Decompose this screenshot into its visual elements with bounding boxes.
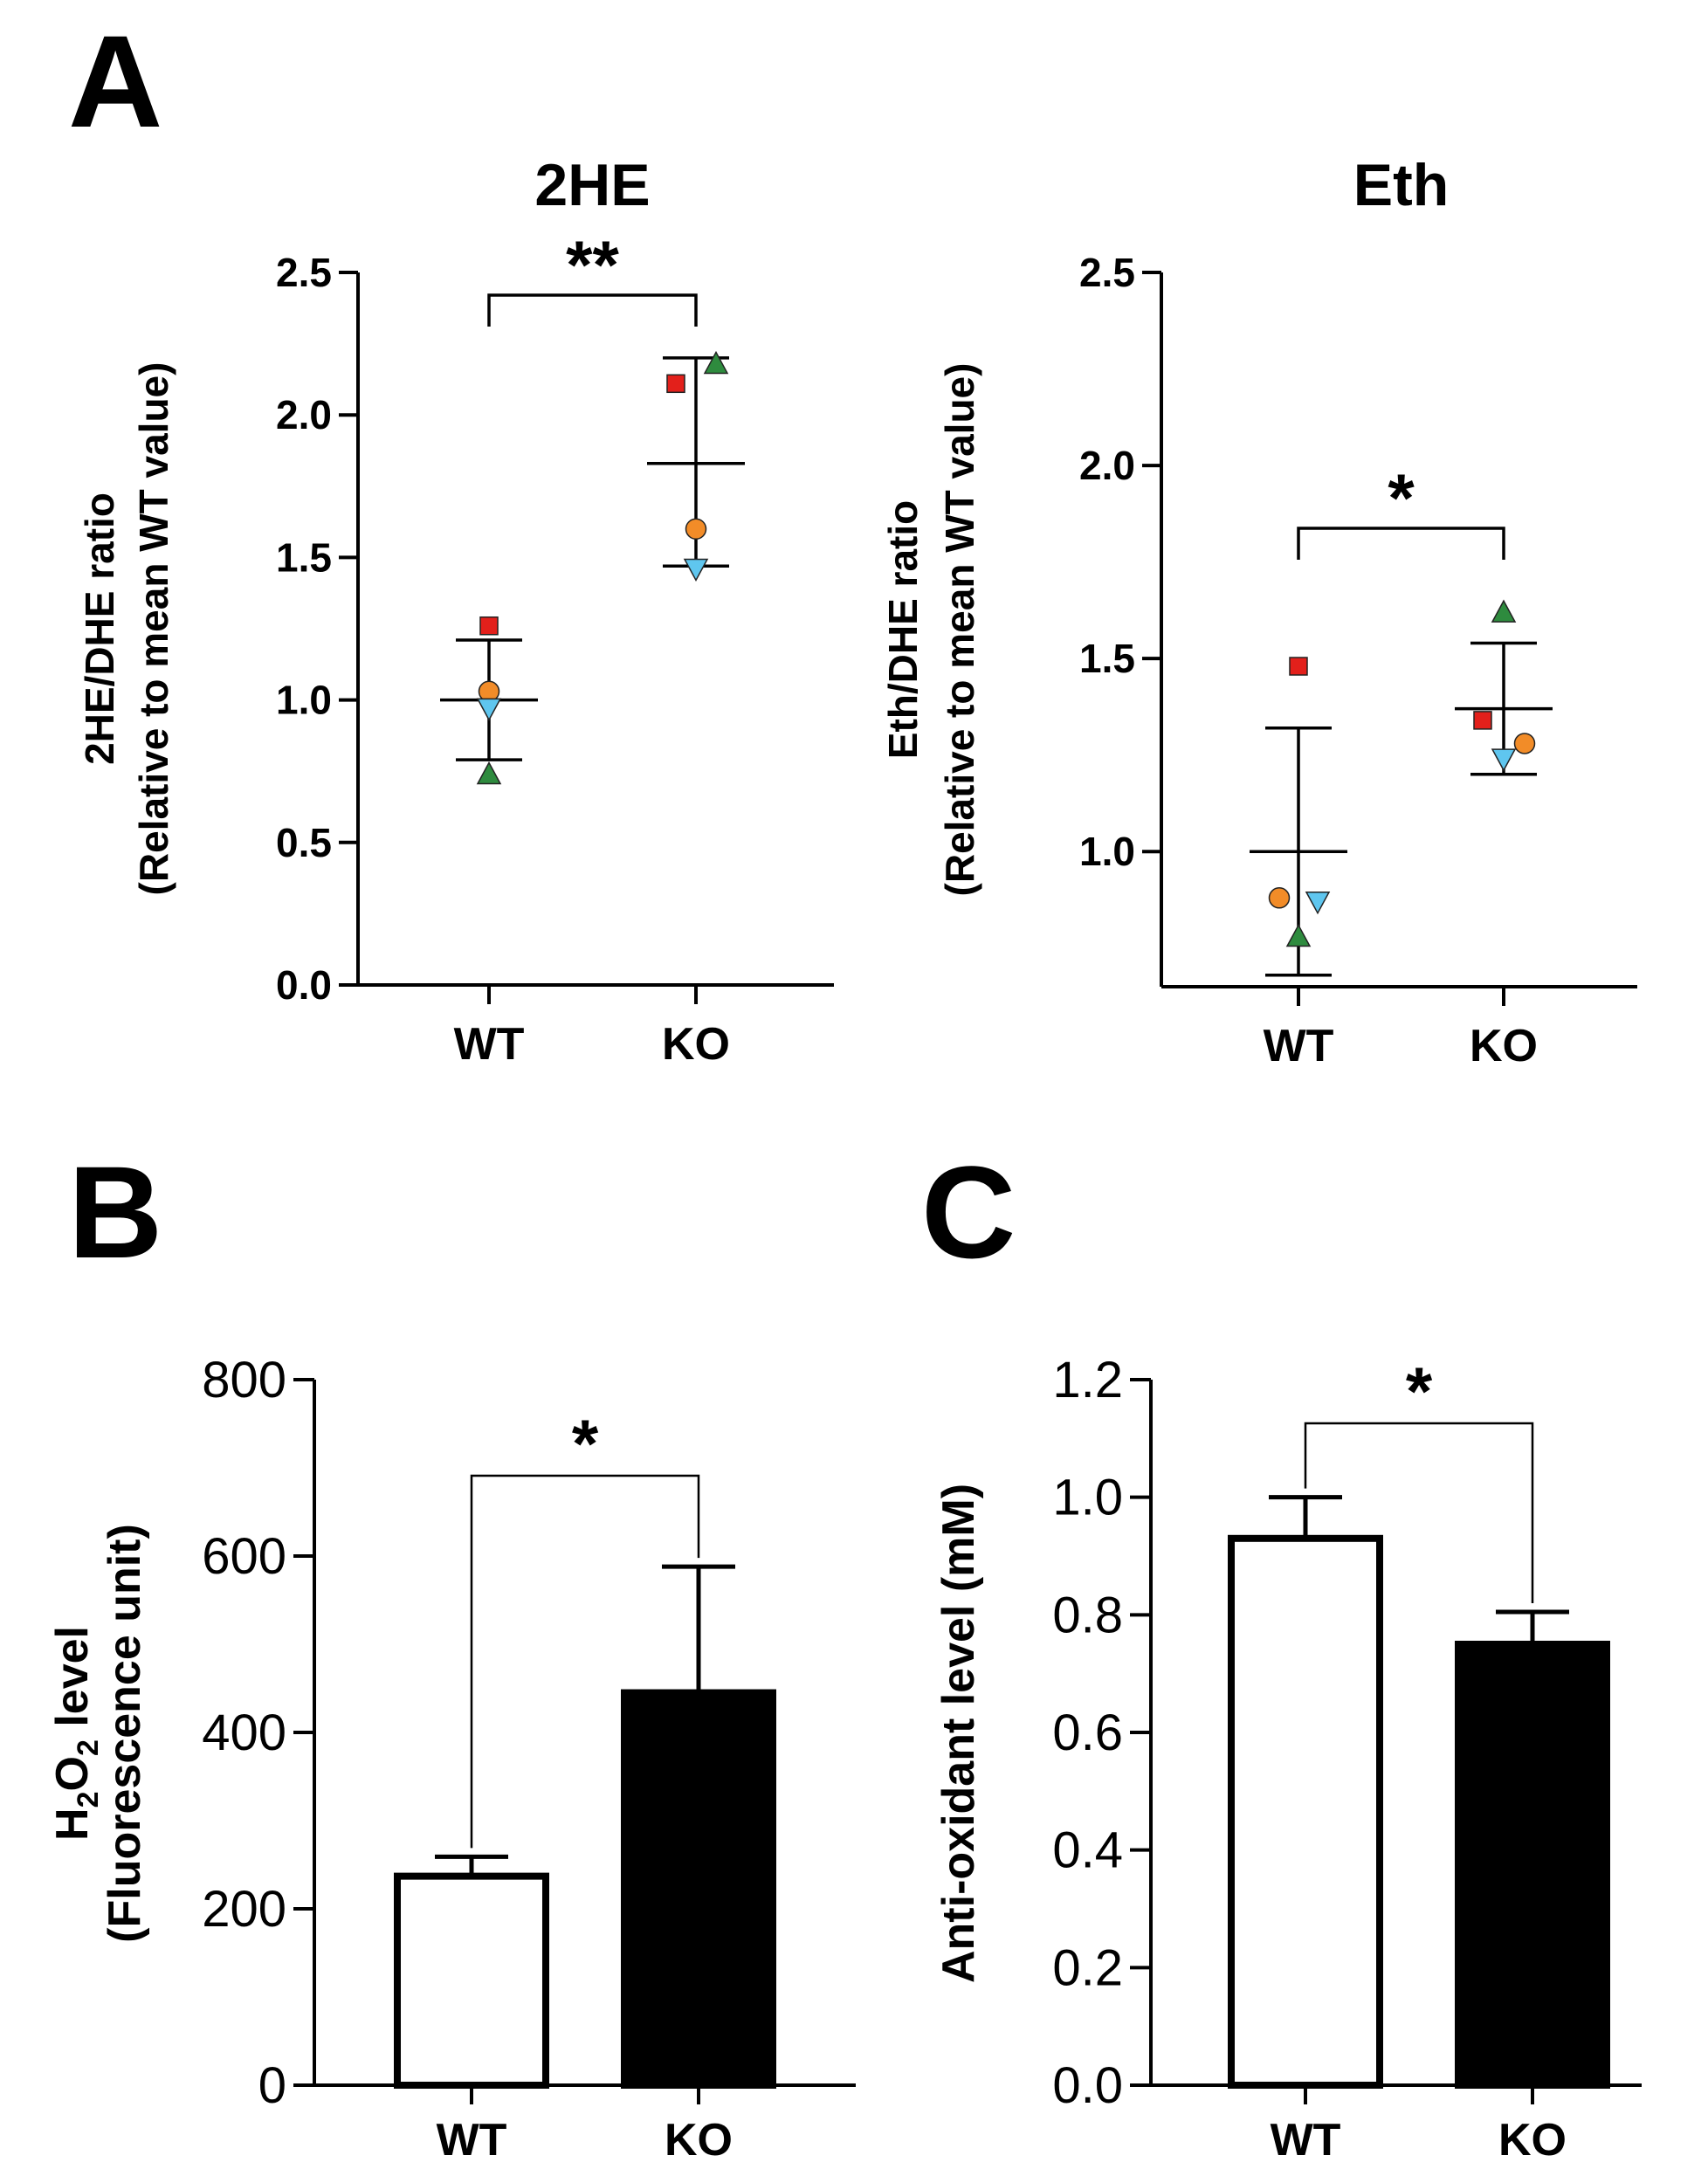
significance-bracket: [487, 293, 698, 327]
y-label-subscript: 2: [72, 1739, 105, 1756]
y-tick-label: 800: [202, 1352, 286, 1408]
data-point-wt-square: [479, 616, 499, 636]
x-category-label: KO: [1470, 1021, 1538, 1071]
x-category-label: WT: [1264, 1021, 1334, 1071]
significance-marker: **: [566, 226, 619, 303]
panel-letter-a: A: [68, 8, 162, 155]
data-point-ko-triangle-down: [1491, 748, 1517, 772]
significance-marker: *: [572, 1405, 599, 1482]
y-axis-label: Anti-oxidant level (mM): [933, 1484, 984, 1983]
chart-antioxidant-bar: 0.0 0.2 0.4 0.6 0.8 1.0 1.2 WT KO * Anti-oxidant l…: [933, 1352, 1642, 2166]
y-axis-label-line1: 2HE/DHE ratio: [77, 492, 122, 765]
panel-letter-b: B: [68, 1139, 162, 1285]
chart-title: 2HE: [534, 152, 650, 218]
y-tick-label: 2.0: [276, 392, 332, 437]
y-tick-label: 2.0: [1079, 443, 1135, 488]
x-category-label: WT: [454, 1019, 525, 1070]
significance-bracket: [470, 1474, 700, 1849]
significance-marker: *: [1406, 1353, 1433, 1429]
data-point-ko-circle: [685, 518, 707, 541]
y-tick-label: 1.5: [1079, 636, 1135, 681]
y-tick-label: 1.5: [276, 534, 332, 580]
y-tick-label: 0.2: [1052, 1939, 1123, 1996]
data-point-ko-triangle-up: [1491, 599, 1517, 623]
y-tick-label: 600: [202, 1528, 286, 1585]
y-axis-label-line1: H2O2 level: [47, 1626, 105, 1841]
chart-eth-scatter: Eth 1.0 1.5 2.0 2.5 WT KO Eth/DHE ratio (Relativ…: [880, 152, 1637, 1071]
x-category-label: KO: [1498, 2115, 1567, 2166]
data-point-ko-triangle-up: [703, 350, 729, 375]
data-point-wt-triangle-up: [476, 761, 502, 785]
x-category-label: WT: [437, 2115, 507, 2166]
y-tick-label: 200: [202, 1881, 286, 1938]
y-tick-label: 0.4: [1052, 1822, 1123, 1879]
data-point-ko-triangle-down: [683, 558, 709, 582]
y-label-text: H: [47, 1808, 98, 1841]
significance-bracket: [1297, 527, 1505, 560]
y-tick-label: 0.0: [276, 962, 332, 1008]
y-tick-label: 0.5: [276, 820, 332, 865]
significance-bracket: [1304, 1422, 1534, 1603]
y-axis-label-line2: (Relative to mean WT value): [937, 363, 982, 897]
panel-letter-c: C: [921, 1139, 1016, 1285]
y-tick-label: 1.2: [1052, 1352, 1123, 1408]
data-point-wt-circle: [1268, 887, 1291, 909]
data-point-wt-triangle-down: [476, 698, 502, 721]
y-tick-label: 1.0: [1079, 829, 1135, 874]
y-tick-label: 0.8: [1052, 1587, 1123, 1643]
x-category-label: KO: [662, 1019, 730, 1070]
data-point-wt-square: [1289, 657, 1308, 676]
data-point-wt-triangle-up: [1285, 923, 1312, 947]
x-category-label: KO: [665, 2115, 733, 2166]
y-axis-label-line2: (Fluorescence unit): [100, 1524, 150, 1943]
y-tick-label: 0.0: [1052, 2057, 1123, 2114]
y-label-subscript: 2: [72, 1792, 105, 1808]
chart-2he-scatter: 2HE 0.0 0.5 1.0 1.5 2.0 2.5 WT KO 2HE/DHE ratio (R…: [77, 152, 834, 1070]
y-tick-label: 0: [258, 2057, 286, 2114]
y-axis-label-line2: (Relative to mean WT value): [131, 362, 176, 896]
y-tick-label: 1.0: [1052, 1470, 1123, 1526]
y-axis-label-line1: Eth/DHE ratio: [880, 500, 926, 759]
y-tick-label: 0.6: [1052, 1704, 1123, 1761]
data-point-ko-square: [1473, 711, 1492, 730]
x-category-label: WT: [1271, 2115, 1341, 2166]
bar-ko: [621, 1689, 776, 2090]
y-tick-label: 1.0: [276, 678, 332, 723]
data-point-ko-circle: [1513, 733, 1536, 754]
y-label-text: level: [47, 1626, 98, 1739]
chart-title: Eth: [1353, 152, 1450, 218]
data-point-ko-square: [666, 374, 685, 394]
y-tick-label: 2.5: [276, 250, 332, 295]
y-tick-label: 400: [202, 1704, 286, 1761]
bar-wt: [394, 1872, 549, 2089]
bar-wt: [1228, 1534, 1383, 2090]
y-tick-label: 2.5: [1079, 250, 1135, 295]
bar-ko: [1455, 1641, 1610, 2089]
y-label-text: O: [47, 1756, 98, 1791]
data-point-wt-triangle-down: [1305, 891, 1331, 915]
significance-marker: *: [1388, 459, 1415, 536]
